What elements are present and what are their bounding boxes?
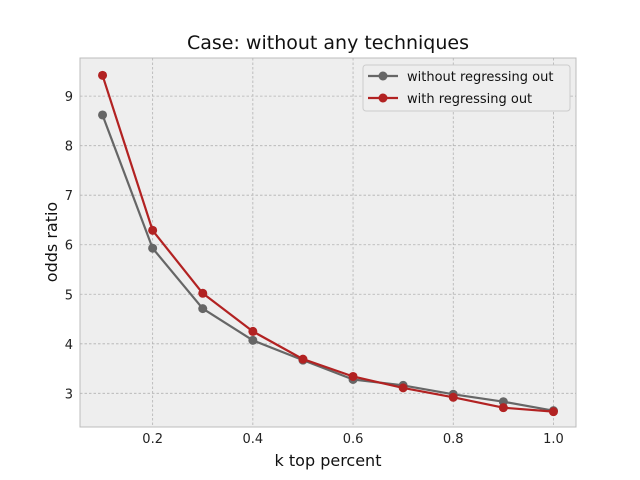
series-layer [98,70,558,417]
legend: without regressing out with regressing ou… [362,64,571,112]
data-point [148,225,158,235]
data-point [498,403,508,413]
y-axis-ticks: 3 4 5 6 7 8 9 [65,90,73,402]
y-tick-label: 6 [65,239,73,254]
legend-swatch-marker [378,93,388,103]
data-point [548,407,558,417]
legend-box [362,64,571,112]
x-axis-title: k top percent [275,451,382,470]
y-tick-label: 7 [65,189,73,204]
x-axis-ticks: 0.2 0.4 0.6 0.8 1.0 [142,432,563,447]
plot-area [79,57,577,428]
series-line-1 [101,114,554,412]
x-tick-label: 0.4 [243,432,264,447]
data-point [248,335,258,345]
y-axis-title: odds ratio [42,202,61,282]
legend-label: without regressing out [407,70,553,85]
data-point [98,110,108,120]
x-tick-label: 1.0 [543,432,564,447]
y-tick-label: 5 [65,288,73,303]
data-point [148,243,158,253]
data-point [398,383,408,393]
data-point [348,371,358,381]
y-tick-label: 3 [65,387,73,402]
data-point [248,326,258,336]
data-point [298,354,308,364]
y-tick-label: 8 [65,140,73,155]
x-tick-label: 0.2 [142,432,163,447]
legend-swatch-marker [378,71,388,81]
data-point [198,304,208,314]
legend-label: with regressing out [407,92,532,107]
y-tick-label: 9 [65,90,73,105]
data-point [198,288,208,298]
data-point [448,392,458,402]
x-tick-label: 0.8 [443,432,464,447]
data-point [98,70,108,80]
series-line-2 [101,74,554,413]
chart-title: Case: without any techniques [187,32,469,54]
y-tick-label: 4 [65,338,73,353]
x-tick-label: 0.6 [343,432,364,447]
